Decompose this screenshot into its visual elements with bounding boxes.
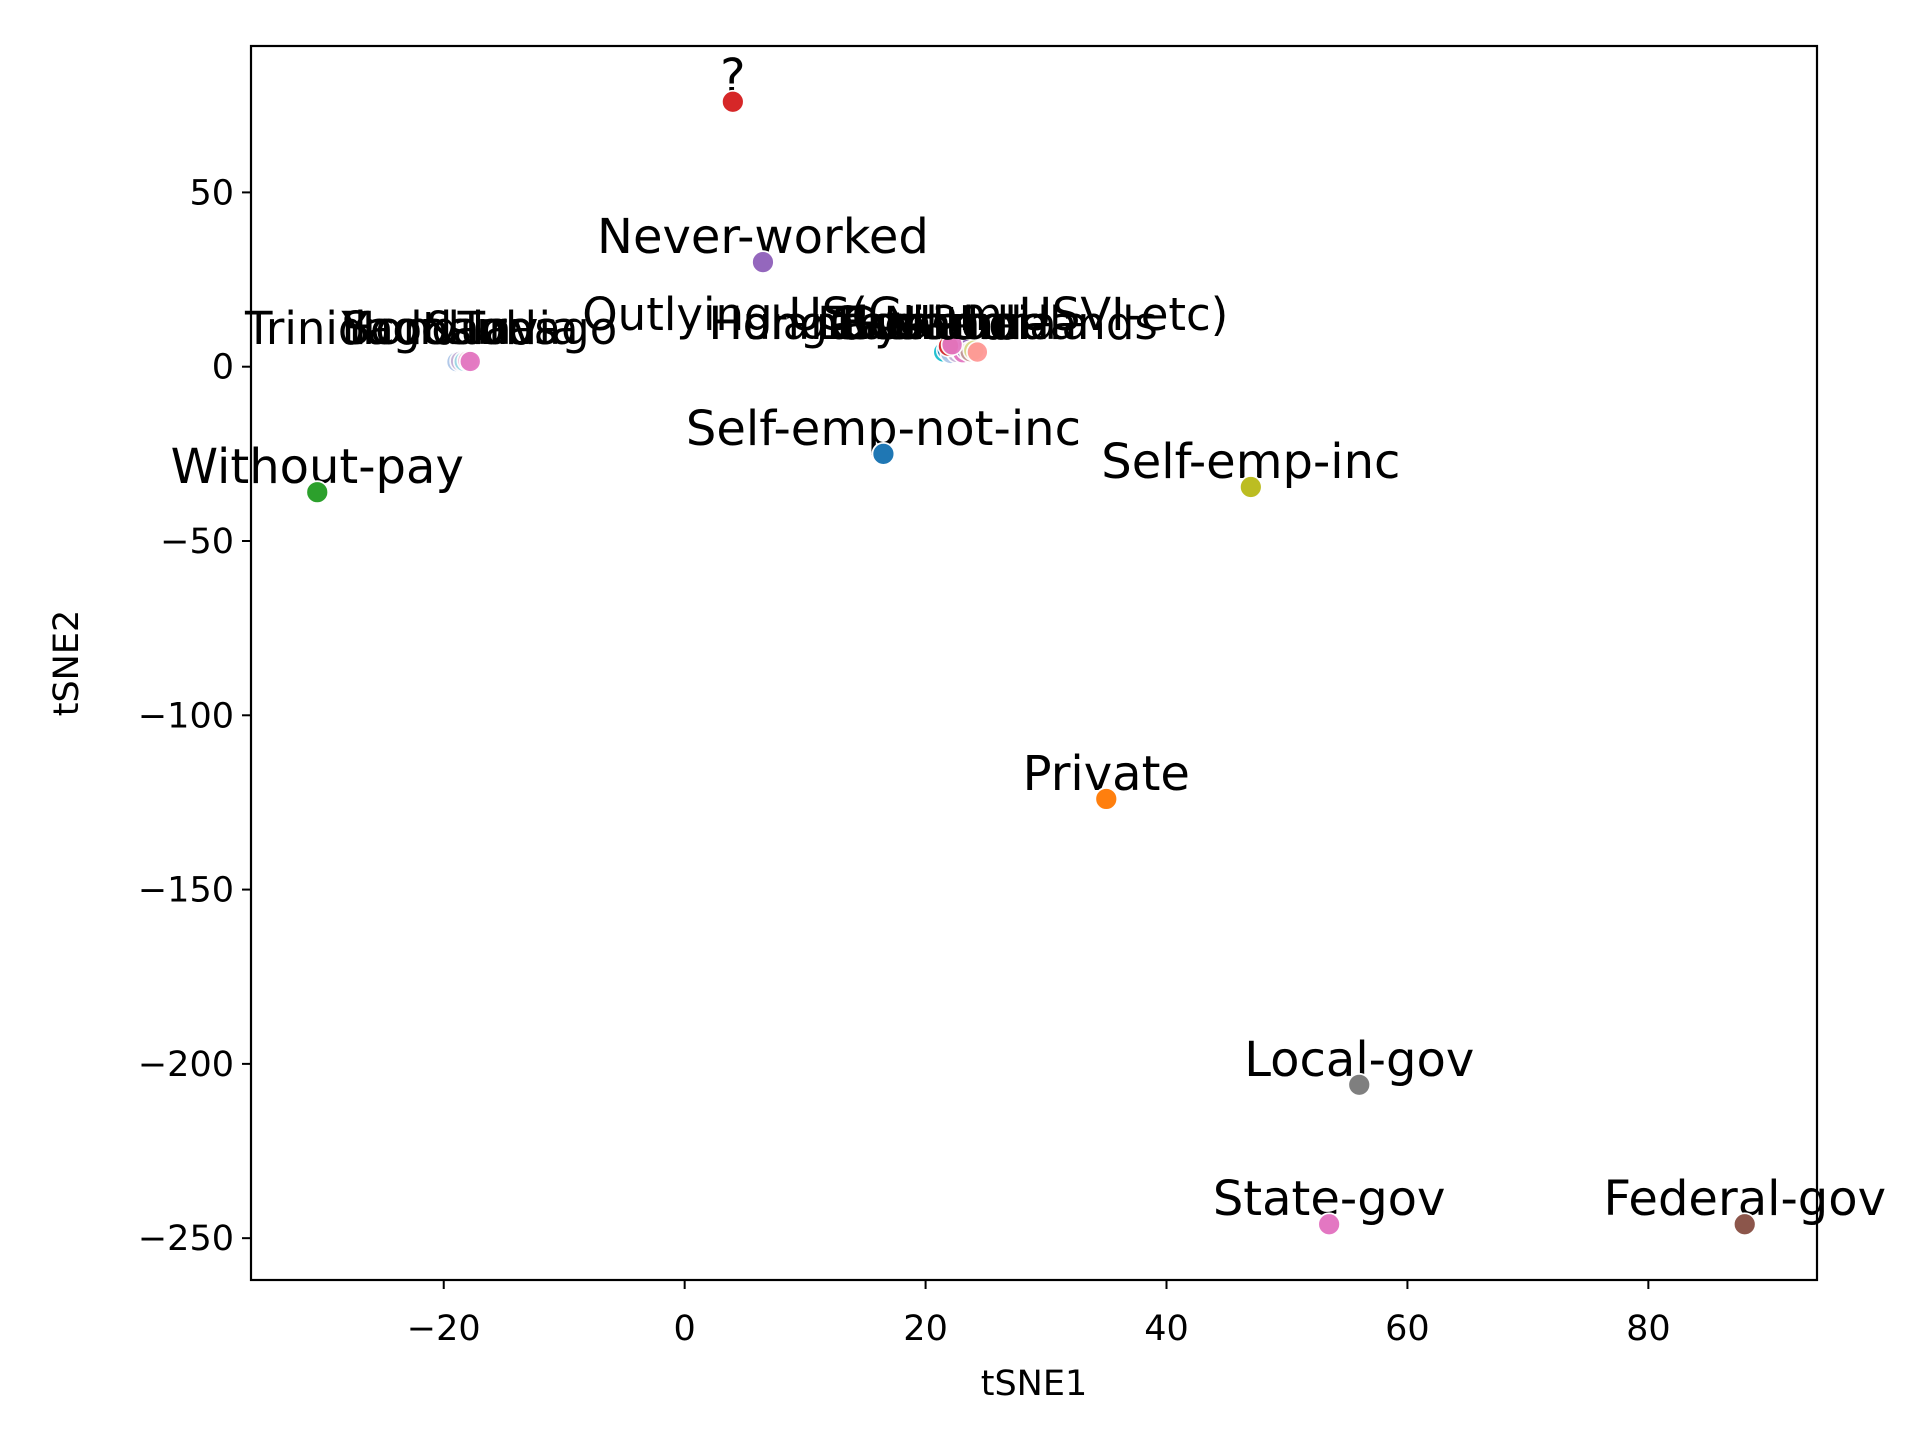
- dense-category-label: Yugoslavia: [340, 302, 578, 355]
- label-layer: Trinidad&TobagoYugoslaviaScotlandHondura…: [171, 49, 1886, 1227]
- dense-category-label: Laos: [817, 297, 921, 350]
- dense-category-label: Outlying-US(Guam-USVI-etc): [582, 288, 1228, 341]
- data-point: [871, 441, 896, 466]
- x-tick-label: 60: [1385, 1309, 1430, 1349]
- dense-category-label: Honduras: [341, 302, 558, 355]
- x-tick-label: 20: [903, 1309, 948, 1349]
- data-point: [1732, 1212, 1757, 1237]
- y-tick-label: −200: [138, 1045, 234, 1085]
- data-point: [1238, 475, 1263, 499]
- x-tick-label: 40: [1144, 1309, 1189, 1349]
- dense-cluster-layer: [445, 333, 989, 374]
- data-point: [1347, 1072, 1372, 1097]
- cluster-point: [458, 350, 482, 373]
- y-tick-label: −50: [160, 522, 234, 562]
- dense-category-label: Holand-Netherlands: [709, 297, 1158, 350]
- y-axis-label: tSNE2: [47, 610, 87, 717]
- dense-category-label: Trinidad&Tobago: [244, 302, 617, 355]
- y-tick-label: 0: [212, 348, 234, 388]
- x-tick-label: 80: [1626, 1309, 1671, 1349]
- dense-category-label: Cambodia: [829, 297, 1057, 350]
- plot-frame: [249, 44, 1819, 1282]
- cluster-point: [940, 333, 964, 357]
- dense-category-label: Ireland: [853, 297, 1009, 350]
- data-point: [1094, 787, 1119, 811]
- y-tick-label: −100: [138, 696, 234, 736]
- x-tick-label: −20: [407, 1309, 481, 1349]
- dense-category-label: Ecuador: [841, 297, 1025, 350]
- data-point: [305, 480, 330, 505]
- x-axis-label: tSNE1: [981, 1364, 1088, 1404]
- dense-category-label: Scotland: [341, 302, 537, 355]
- y-tick-label: −250: [138, 1219, 234, 1259]
- data-point: [1317, 1212, 1342, 1237]
- cluster-point: [966, 340, 989, 364]
- dense-category-label: Thailand: [828, 297, 1022, 350]
- x-tick-label: 0: [674, 1309, 696, 1349]
- dense-category-label: Guatemala: [841, 297, 1089, 350]
- dense-category-label: Hungary: [709, 297, 901, 350]
- data-point: [751, 250, 775, 275]
- point-layer: [305, 89, 1757, 1237]
- y-tick-label: 50: [189, 173, 234, 213]
- data-point: [720, 89, 745, 114]
- y-tick-label: −150: [138, 871, 234, 911]
